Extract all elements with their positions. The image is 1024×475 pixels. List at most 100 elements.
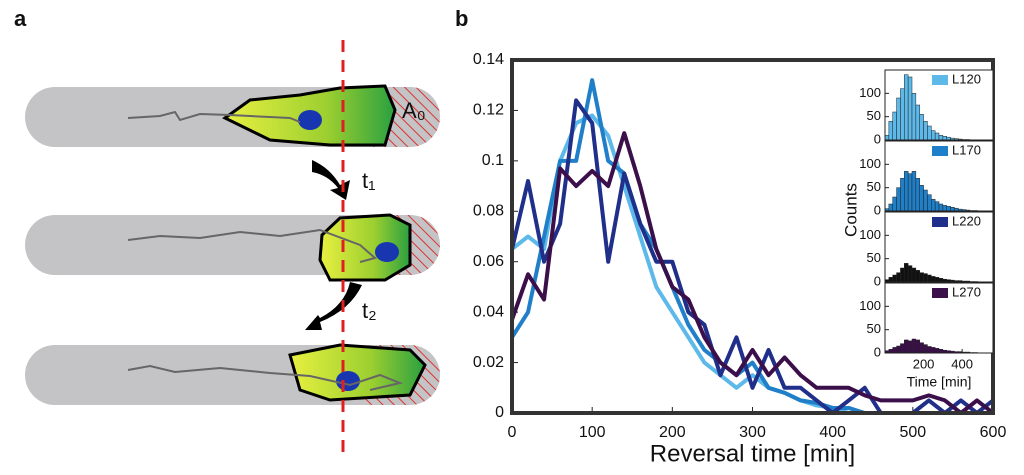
bar bbox=[939, 204, 943, 211]
y-tick-label: 0.06 bbox=[473, 253, 504, 270]
step-label: t₁ bbox=[362, 168, 376, 193]
bar bbox=[889, 349, 893, 353]
bar bbox=[924, 121, 928, 140]
bar bbox=[912, 339, 916, 353]
bar bbox=[943, 205, 947, 211]
x-tick-label: 400 bbox=[951, 356, 973, 371]
bar bbox=[904, 263, 908, 282]
legend-swatch bbox=[932, 146, 948, 156]
legend-swatch bbox=[932, 75, 948, 85]
y-tick-label: 0.08 bbox=[473, 203, 504, 220]
bar bbox=[912, 268, 916, 282]
bar bbox=[900, 178, 904, 211]
bar bbox=[939, 135, 943, 140]
bar bbox=[951, 207, 955, 211]
y-tick-label: 0 bbox=[495, 404, 504, 421]
bar bbox=[916, 340, 920, 353]
bar bbox=[931, 347, 935, 353]
bar bbox=[916, 105, 920, 140]
x-tick-label: 0 bbox=[508, 424, 517, 441]
y-tick-label: 0.12 bbox=[473, 102, 504, 119]
x-tick-label: 100 bbox=[579, 424, 606, 441]
y-axis-label: Counts bbox=[841, 183, 860, 237]
bar bbox=[927, 346, 931, 353]
bar bbox=[920, 114, 924, 140]
y-tick-label: 100 bbox=[859, 85, 881, 100]
bar bbox=[893, 347, 897, 353]
legend-swatch bbox=[932, 288, 948, 298]
y-tick-label: 100 bbox=[859, 227, 881, 242]
bar bbox=[900, 89, 904, 140]
y-tick-label: 0 bbox=[874, 131, 881, 146]
bar bbox=[893, 197, 897, 211]
bar bbox=[927, 195, 931, 211]
bar bbox=[904, 340, 908, 353]
x-tick-label: 200 bbox=[659, 424, 686, 441]
area-label: A₀ bbox=[402, 98, 426, 123]
y-tick-label: 0 bbox=[874, 344, 881, 359]
bar bbox=[927, 126, 931, 140]
bar bbox=[885, 135, 889, 140]
bar bbox=[897, 273, 901, 282]
bar bbox=[920, 185, 924, 211]
bar bbox=[939, 349, 943, 353]
panel-label: a bbox=[14, 6, 27, 31]
bar bbox=[893, 112, 897, 140]
x-tick-label: 400 bbox=[819, 424, 846, 441]
legend-swatch bbox=[932, 217, 948, 227]
x-tick-label: 500 bbox=[899, 424, 926, 441]
bar bbox=[908, 174, 912, 211]
bar bbox=[935, 133, 939, 140]
bar bbox=[939, 278, 943, 282]
y-tick-label: 50 bbox=[867, 179, 881, 194]
x-tick-label: 300 bbox=[739, 424, 766, 441]
x-axis-label: Reversal time [min] bbox=[650, 440, 855, 467]
legend-label: L120 bbox=[952, 71, 981, 86]
bar bbox=[908, 341, 912, 353]
bar bbox=[900, 268, 904, 282]
bar bbox=[889, 277, 893, 282]
x-tick-label: 600 bbox=[980, 424, 1007, 441]
bar bbox=[912, 93, 916, 140]
y-tick-label: 0.14 bbox=[473, 51, 504, 68]
bar bbox=[920, 343, 924, 353]
x-axis-label: Time [min] bbox=[907, 374, 972, 390]
bar bbox=[931, 199, 935, 211]
bar bbox=[893, 275, 897, 282]
y-tick-label: 0.1 bbox=[482, 152, 504, 169]
bar bbox=[904, 75, 908, 140]
diagram bbox=[25, 40, 440, 460]
bar bbox=[927, 275, 931, 282]
legend-label: L170 bbox=[952, 142, 981, 157]
bar bbox=[935, 277, 939, 282]
bar bbox=[889, 204, 893, 211]
y-tick-label: 50 bbox=[867, 250, 881, 265]
bar bbox=[916, 270, 920, 282]
bar bbox=[943, 136, 947, 140]
step-label: t₂ bbox=[362, 298, 377, 323]
bar bbox=[924, 190, 928, 211]
bar bbox=[908, 77, 912, 140]
y-tick-label: 0 bbox=[874, 273, 881, 288]
bar bbox=[889, 121, 893, 140]
bar bbox=[908, 266, 912, 282]
bar bbox=[924, 345, 928, 353]
bar bbox=[920, 273, 924, 282]
y-tick-label: 100 bbox=[859, 298, 881, 313]
x-tick-label: 200 bbox=[913, 356, 935, 371]
y-tick-label: 50 bbox=[867, 108, 881, 123]
y-tick-label: 50 bbox=[867, 321, 881, 336]
bar bbox=[935, 348, 939, 353]
bar bbox=[931, 131, 935, 140]
bar bbox=[912, 171, 916, 211]
bar bbox=[904, 171, 908, 211]
bar bbox=[931, 276, 935, 282]
panel-label: b bbox=[455, 6, 468, 31]
y-tick-label: 0 bbox=[874, 202, 881, 217]
bar bbox=[897, 346, 901, 353]
bar bbox=[900, 344, 904, 353]
y-tick-label: 0.04 bbox=[473, 303, 504, 320]
bar bbox=[924, 274, 928, 282]
